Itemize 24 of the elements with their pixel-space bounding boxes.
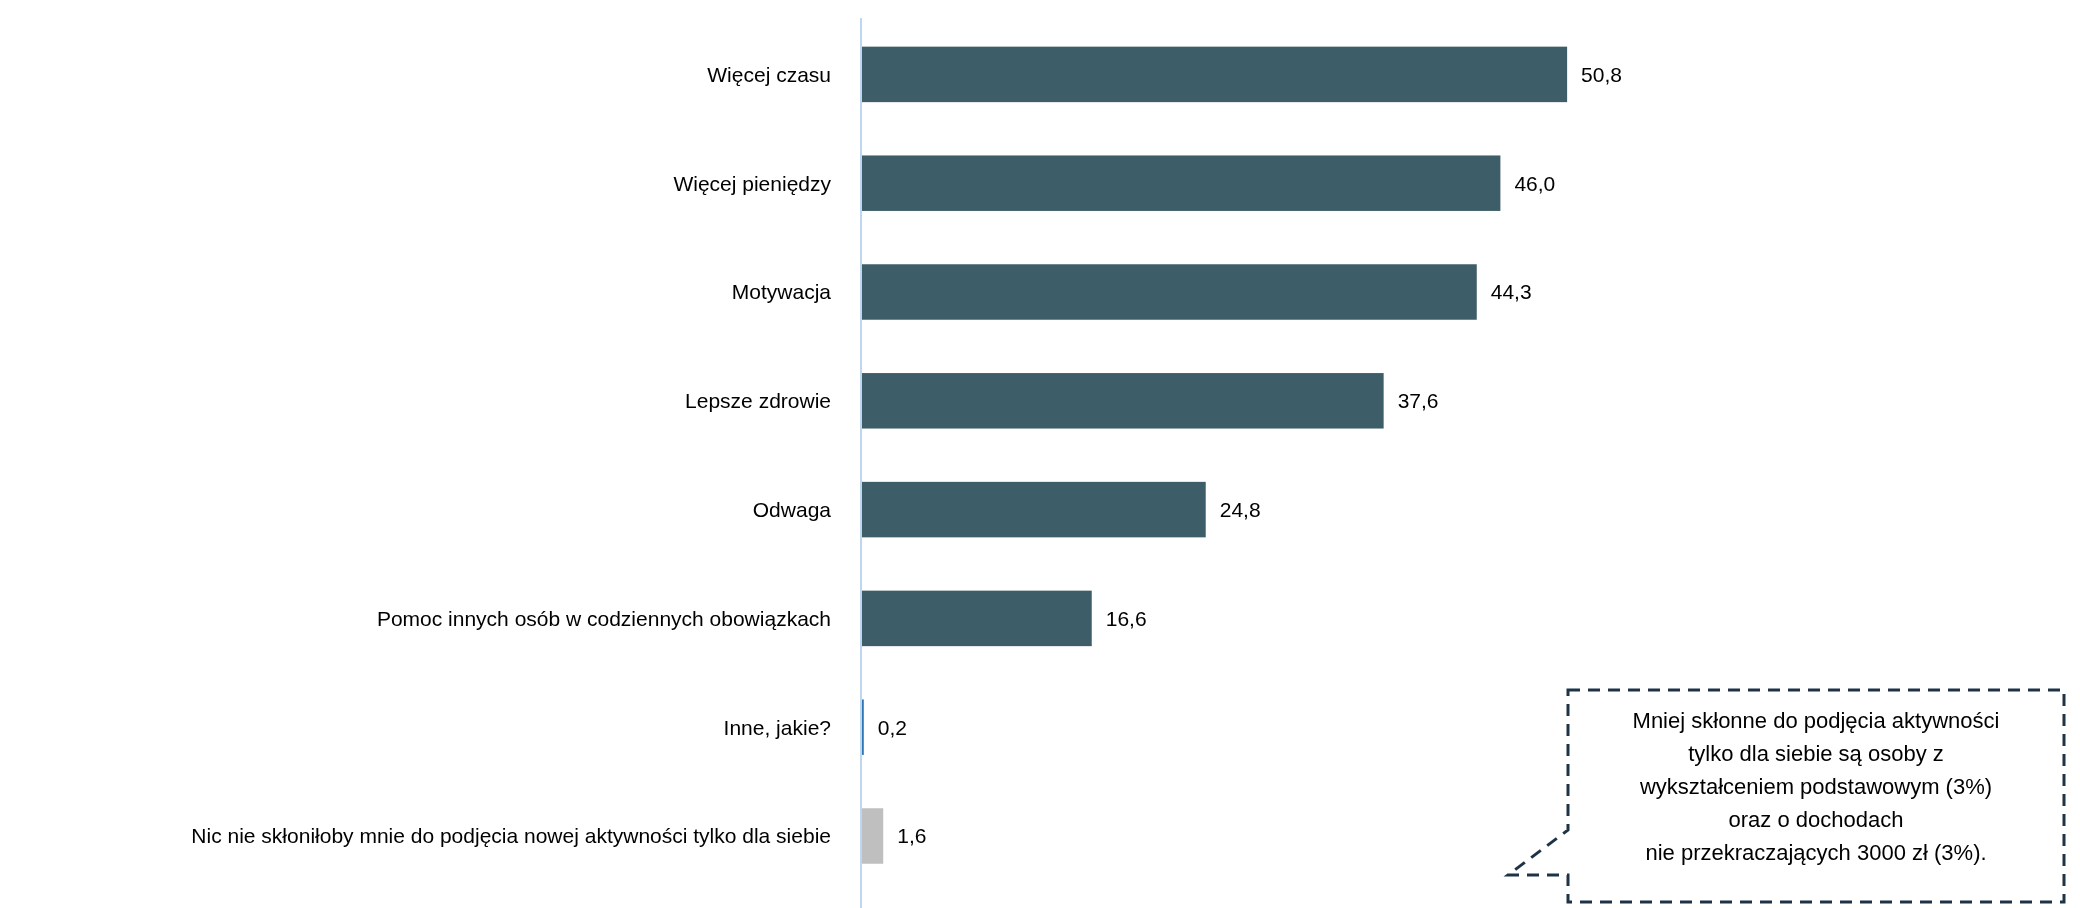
bar <box>861 481 1206 538</box>
y-tick-label: Więcej pieniędzy <box>673 171 832 195</box>
y-tick-label: Lepsze zdrowie <box>685 389 831 413</box>
data-label: 1,6 <box>897 824 927 848</box>
text: Mniej skłonne do podjęcia aktywności tylko dla siebie są osoby z wykształceniem podstawowym (3%) oraz o dochodach nie przekraczających 3000 zł (3%). <box>1632 708 2000 865</box>
bar <box>861 590 1092 647</box>
data-label: 24,8 <box>1219 497 1261 521</box>
data-label: 44,3 <box>1490 280 1532 304</box>
data-label: 50,8 <box>1581 62 1622 86</box>
bar <box>861 155 1501 211</box>
data-label: 16,6 <box>1105 606 1147 630</box>
y-tick-label: Inne, jakie? <box>723 715 831 739</box>
y-tick-label: Motywacja <box>731 280 832 304</box>
y-tick-label: Więcej czasu <box>707 62 831 86</box>
data-label: 37,6 <box>1397 389 1439 413</box>
y-tick-label: Odwaga <box>752 497 832 521</box>
data-label: 46,0 <box>1514 171 1556 195</box>
data-label: 0,2 <box>877 715 907 739</box>
y-tick-label: Nic nie skłoniłoby mnie do podjęcia nowej aktywności tylko dla siebie <box>191 824 831 848</box>
bar <box>861 373 1384 429</box>
y-tick-label: Pomoc innych osób w codziennych obowiązkach <box>376 606 831 630</box>
bar <box>861 46 1568 103</box>
bar <box>861 264 1477 320</box>
bar <box>861 808 884 864</box>
